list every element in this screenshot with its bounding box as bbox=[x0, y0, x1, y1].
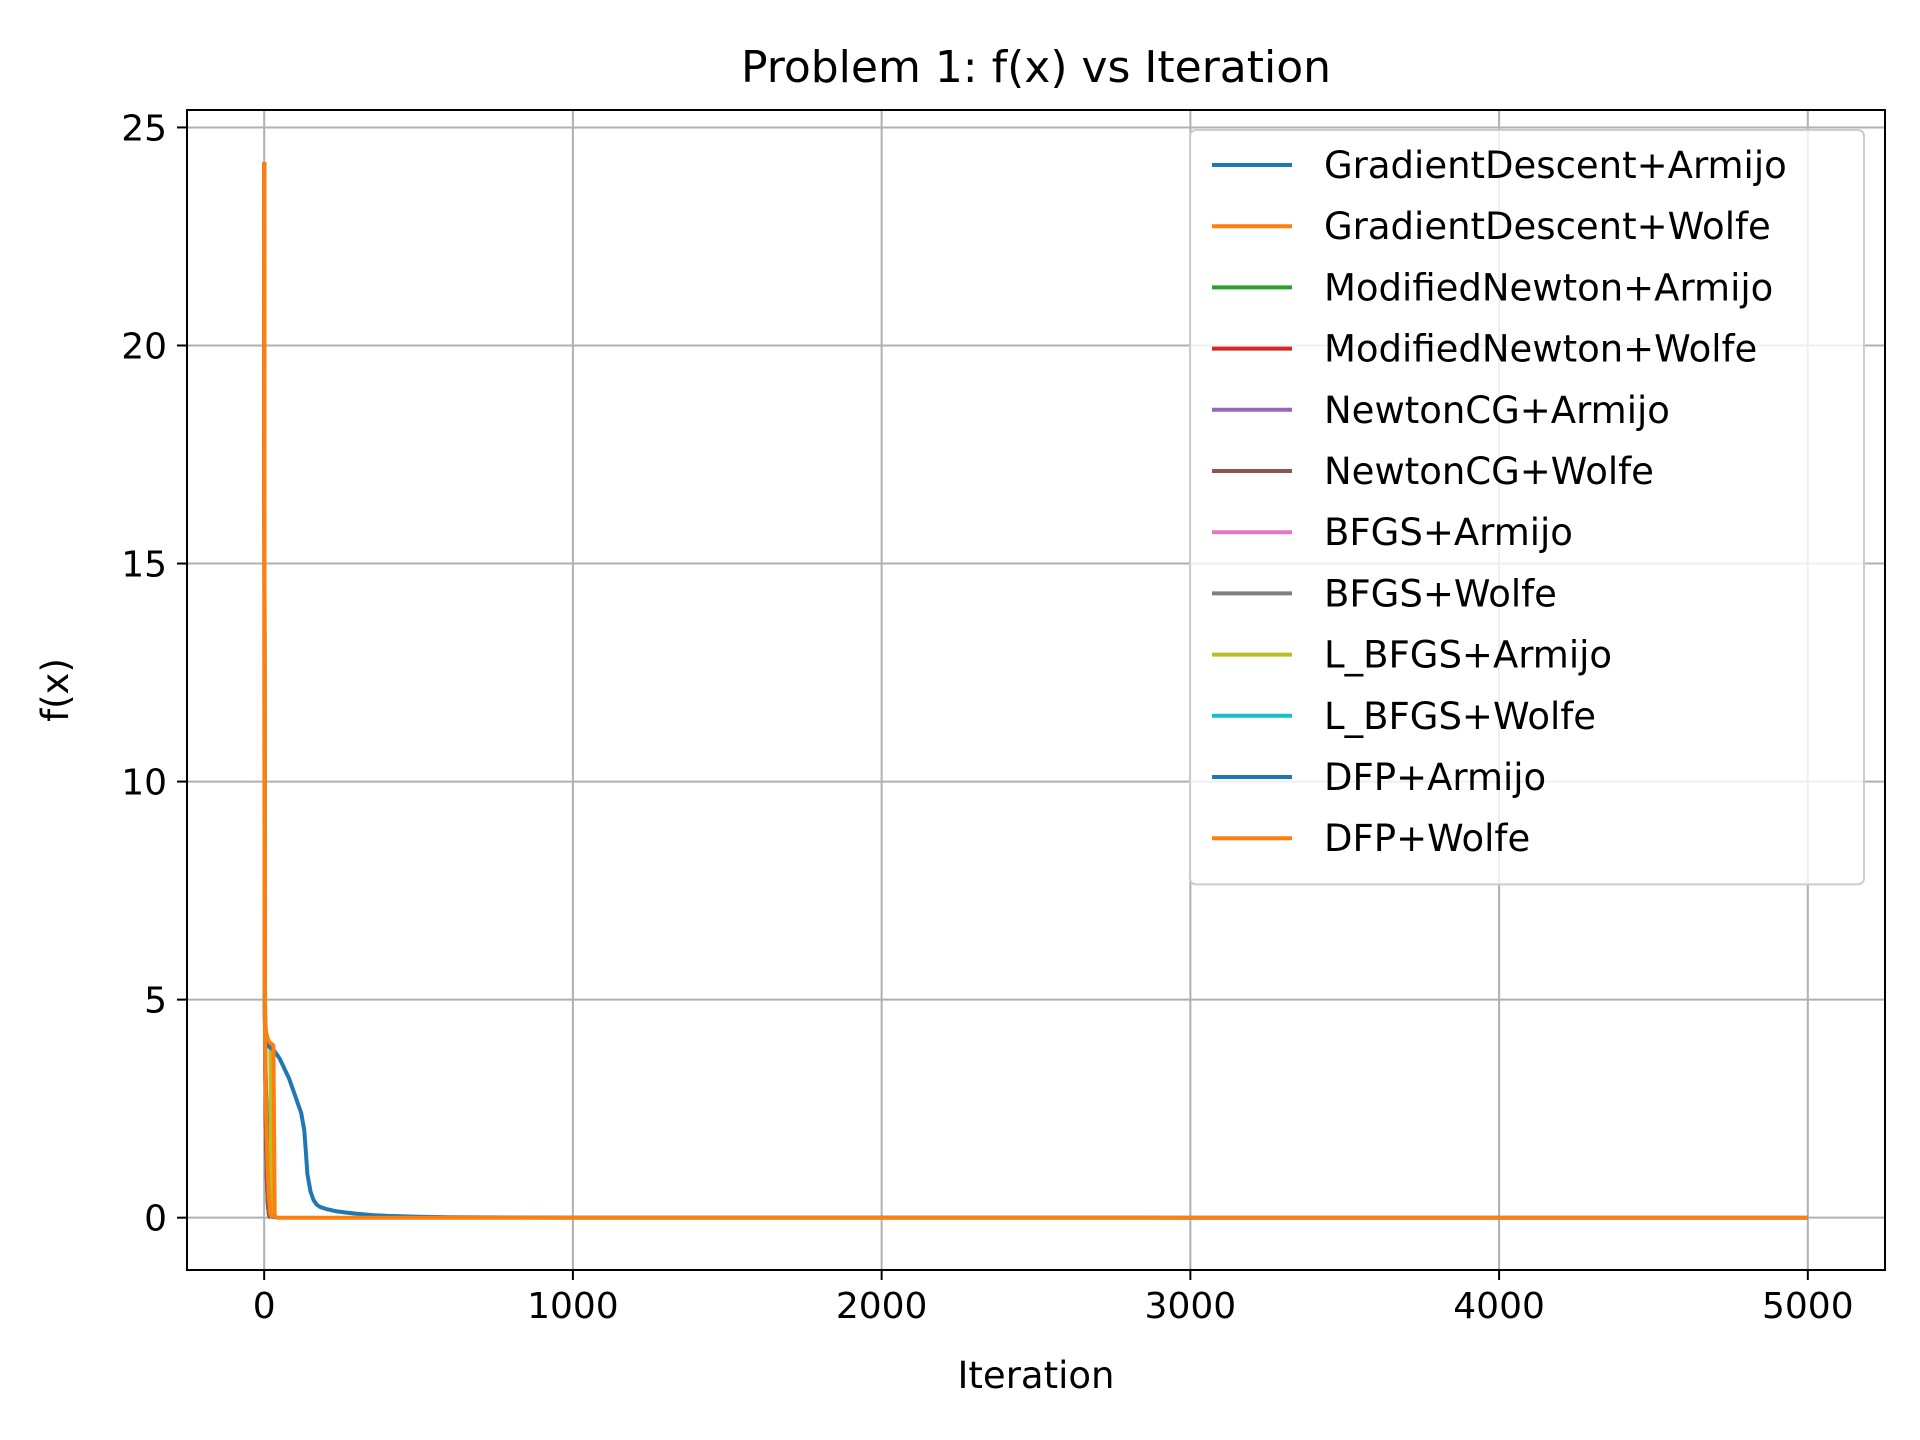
legend-label: L_BFGS+Armijo bbox=[1324, 634, 1612, 677]
y-tick-label: 10 bbox=[121, 763, 167, 804]
x-tick-label: 5000 bbox=[1762, 1286, 1854, 1327]
legend-label: ModifiedNewton+Armijo bbox=[1324, 266, 1773, 309]
y-axis-label: f(x) bbox=[34, 658, 77, 722]
x-tick-label: 2000 bbox=[836, 1286, 928, 1327]
x-tick-label: 1000 bbox=[527, 1286, 619, 1327]
legend-label: NewtonCG+Wolfe bbox=[1324, 450, 1654, 493]
y-tick-label: 5 bbox=[144, 981, 167, 1022]
legend-label: L_BFGS+Wolfe bbox=[1324, 695, 1596, 738]
legend-label: ModifiedNewton+Wolfe bbox=[1324, 328, 1757, 371]
plot-area bbox=[262, 162, 1808, 1220]
legend-box bbox=[1189, 129, 1865, 886]
series-line-1 bbox=[262, 162, 1808, 1220]
x-tick-label: 3000 bbox=[1145, 1286, 1237, 1327]
y-tick-label: 15 bbox=[121, 545, 167, 586]
legend: GradientDescent+Armijo GradientDescent+Wo… bbox=[1189, 129, 1865, 886]
legend-label: BFGS+Armijo bbox=[1324, 511, 1573, 554]
legend-label: DFP+Armijo bbox=[1324, 756, 1546, 799]
ticks: 0 1000 2000 3000 4000 5000 0 5 10 15 20 25 bbox=[121, 108, 1853, 1327]
y-tick-label: 20 bbox=[121, 326, 167, 367]
legend-label: GradientDescent+Armijo bbox=[1324, 144, 1787, 187]
x-tick-label: 4000 bbox=[1453, 1286, 1545, 1327]
chart-title: Problem 1: f(x) vs Iteration bbox=[741, 42, 1331, 93]
y-tick-label: 25 bbox=[121, 108, 167, 149]
legend-label: DFP+Wolfe bbox=[1324, 817, 1530, 860]
legend-label: NewtonCG+Armijo bbox=[1324, 389, 1670, 432]
legend-label: BFGS+Wolfe bbox=[1324, 572, 1557, 615]
x-axis-label: Iteration bbox=[958, 1354, 1115, 1397]
x-tick-label: 0 bbox=[253, 1286, 276, 1327]
axes-frame bbox=[186, 109, 1886, 1271]
y-tick-label: 0 bbox=[144, 1199, 167, 1240]
legend-label: GradientDescent+Wolfe bbox=[1324, 205, 1771, 248]
